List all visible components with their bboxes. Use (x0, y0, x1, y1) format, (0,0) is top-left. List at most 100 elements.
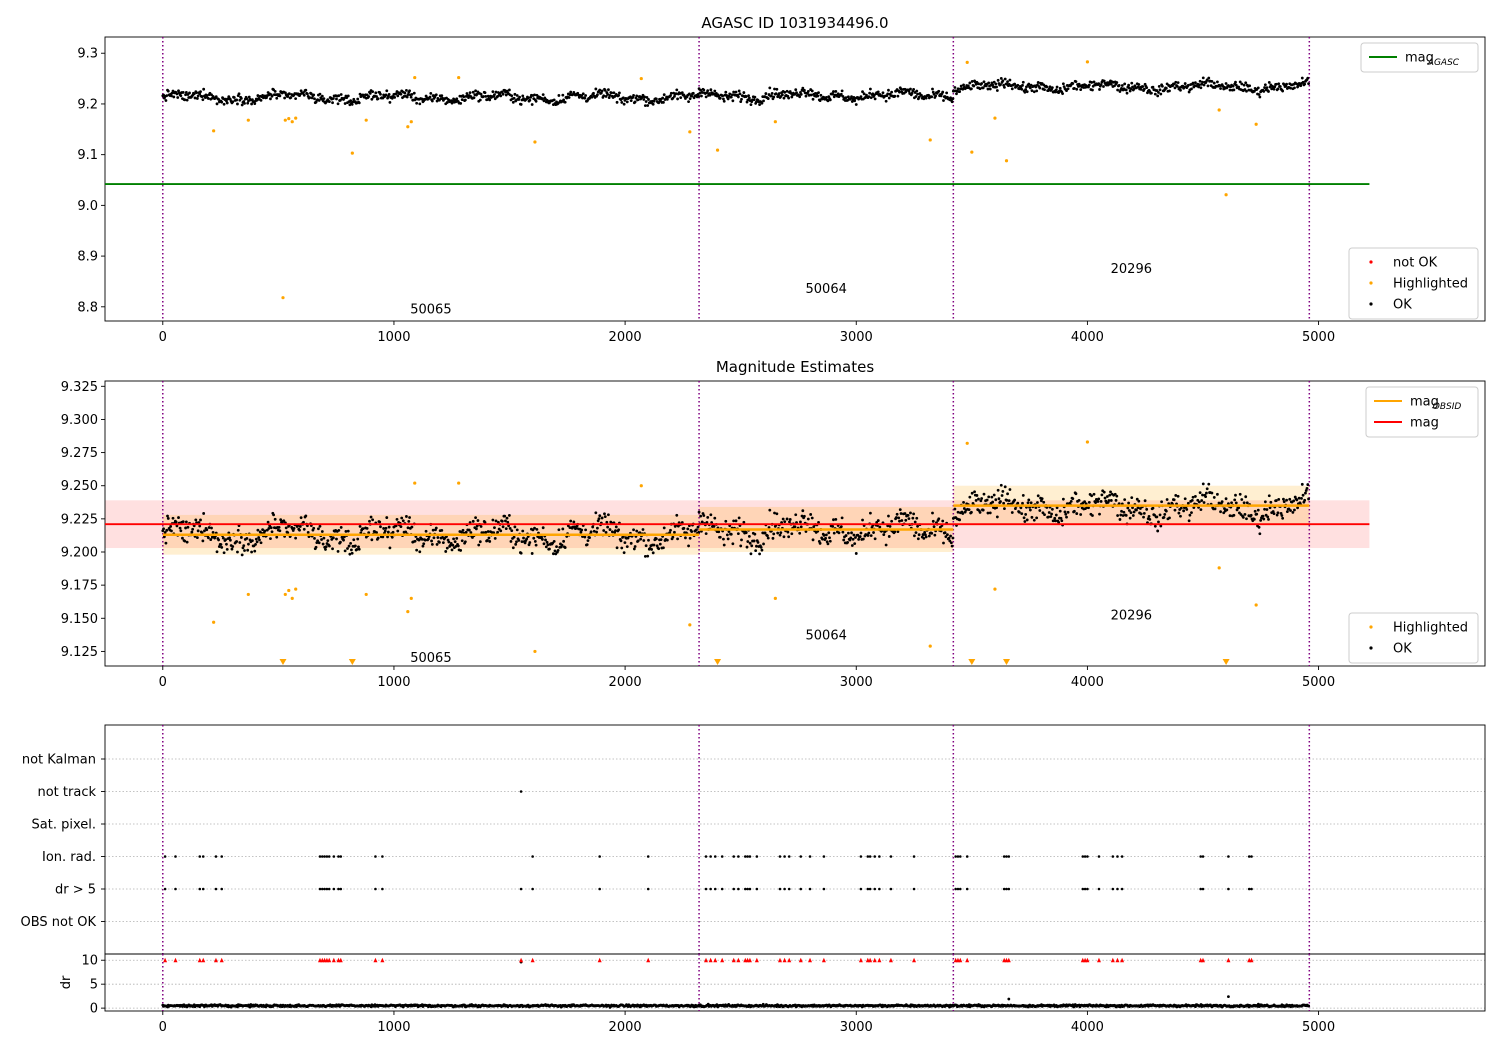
axes-frame (104, 36, 1486, 322)
ok-point (400, 516, 404, 520)
ok-point (1091, 88, 1094, 92)
ok-point (1013, 82, 1017, 86)
ok-point (916, 537, 920, 541)
ok-point (162, 527, 165, 531)
ok-point (1267, 517, 1270, 521)
ok-point (1131, 514, 1135, 517)
ok-point (781, 517, 785, 521)
ok-point (1241, 515, 1245, 519)
flag-point (746, 887, 749, 891)
ok-point (199, 90, 202, 94)
ok-point (967, 508, 971, 512)
panel-title: Magnitude Estimates (716, 358, 874, 376)
ok-point (851, 537, 855, 541)
ok-point (930, 95, 934, 99)
ok-point (462, 95, 466, 99)
ok-point (184, 520, 188, 524)
ok-point (1228, 514, 1232, 518)
ok-point (474, 89, 477, 93)
ok-point (562, 98, 566, 102)
ok-point (662, 93, 666, 97)
ok-point (1307, 82, 1310, 86)
ok-point (629, 99, 633, 103)
ok-point (511, 546, 515, 550)
ok-point (753, 532, 757, 536)
ok-point (793, 525, 797, 529)
ok-point (981, 86, 985, 90)
highlighted-point (413, 481, 417, 485)
ok-point (818, 541, 822, 545)
ok-point (688, 536, 692, 540)
ok-point (269, 537, 272, 541)
ok-point (522, 536, 525, 540)
ok-point (676, 537, 679, 541)
ok-point (988, 511, 992, 515)
legend-label: OK (1393, 298, 1412, 313)
ok-point (1205, 487, 1209, 491)
ok-point (608, 528, 612, 531)
ok-point (197, 521, 201, 524)
ok-point (612, 91, 616, 95)
ok-point (224, 538, 228, 542)
y-tick-label: 9.0 (77, 199, 98, 214)
ok-point (1061, 497, 1065, 501)
ok-point (525, 537, 529, 541)
ok-point (734, 90, 738, 94)
ok-point (596, 526, 599, 530)
ok-point (942, 541, 945, 545)
highlighted-point (715, 148, 720, 152)
ok-point (250, 102, 253, 106)
ok-point (970, 87, 973, 91)
ok-point (440, 528, 444, 532)
ok-point (361, 527, 365, 531)
ok-point (691, 91, 695, 95)
flag-point (320, 855, 324, 858)
ok-point (1090, 494, 1094, 498)
dr-clipped-marker (1115, 957, 1120, 963)
flag-point (1111, 855, 1115, 858)
ok-point (1039, 499, 1043, 503)
ok-point (968, 81, 972, 85)
ok-point (909, 511, 912, 515)
highlighted-point (1085, 60, 1090, 64)
ok-point (561, 93, 565, 97)
flag-point (873, 887, 877, 891)
highlighted-point (773, 120, 777, 124)
ok-point (948, 539, 952, 543)
ok-point (783, 90, 787, 94)
ok-point (1237, 506, 1241, 510)
ok-point (1269, 500, 1273, 504)
ok-point (607, 513, 610, 517)
ok-point (1301, 80, 1305, 84)
ok-point (1097, 82, 1101, 86)
flag-point (748, 855, 752, 858)
x-tick-label: 2000 (609, 1020, 642, 1035)
ok-point (220, 545, 224, 549)
ok-point (1022, 516, 1026, 520)
ok-point (713, 516, 717, 520)
ok-point (236, 550, 239, 554)
ok-point (503, 514, 507, 518)
ok-point (1008, 488, 1012, 491)
ok-point (1149, 91, 1153, 95)
ok-point (734, 519, 738, 523)
ok-point (417, 538, 421, 542)
ok-point (898, 508, 902, 512)
ok-point (917, 533, 921, 537)
ok-point (185, 98, 189, 102)
ok-point (1057, 521, 1061, 524)
ok-point (428, 95, 432, 99)
ok-point (1050, 512, 1053, 516)
ok-point (669, 94, 672, 98)
ok-point (687, 92, 691, 96)
ok-point (1072, 86, 1076, 90)
ok-point (1066, 87, 1070, 91)
ok-point (459, 549, 463, 552)
ok-point (1268, 506, 1272, 510)
ok-point (675, 88, 679, 92)
flag-point (912, 887, 916, 891)
ok-point (253, 102, 257, 106)
ok-point (949, 541, 953, 545)
ok-point (995, 506, 998, 510)
ok-point (514, 542, 518, 546)
